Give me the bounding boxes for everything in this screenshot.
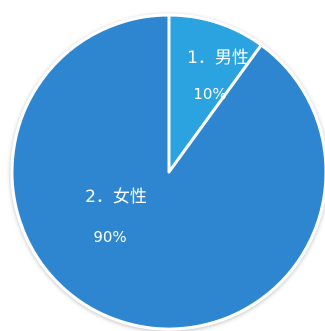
pie-slice-1 [167,13,263,174]
slice-value-label-1: 10% [193,85,226,103]
pie-slices [10,13,325,331]
slice-category-label-1: 1．男性 [187,48,249,68]
pie-slice-2 [10,13,325,331]
slice-category-label-2: 2．女性 [85,187,147,207]
slice-value-label-2: 90% [93,228,126,246]
